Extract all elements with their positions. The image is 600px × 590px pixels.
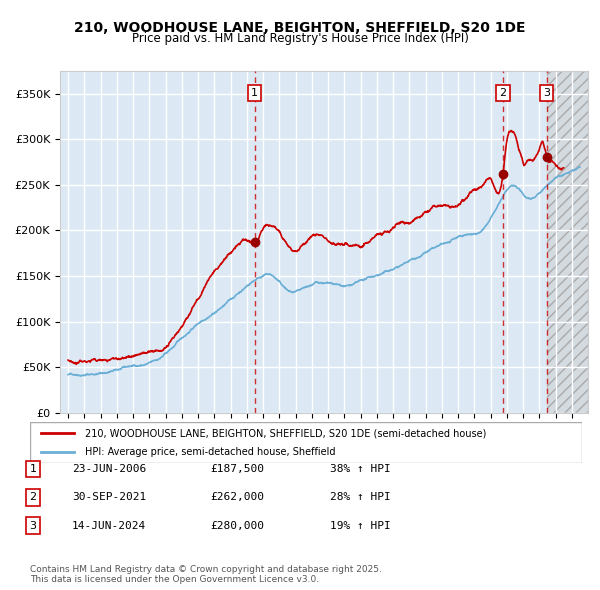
Text: 14-JUN-2024: 14-JUN-2024 (72, 521, 146, 530)
FancyBboxPatch shape (30, 422, 582, 463)
Text: 3: 3 (543, 88, 550, 98)
Text: 28% ↑ HPI: 28% ↑ HPI (330, 493, 391, 502)
Text: 210, WOODHOUSE LANE, BEIGHTON, SHEFFIELD, S20 1DE (semi-detached house): 210, WOODHOUSE LANE, BEIGHTON, SHEFFIELD… (85, 428, 487, 438)
Text: 2: 2 (499, 88, 506, 98)
Text: 2: 2 (29, 493, 37, 502)
Text: 1: 1 (29, 464, 37, 474)
Text: HPI: Average price, semi-detached house, Sheffield: HPI: Average price, semi-detached house,… (85, 447, 336, 457)
Text: £280,000: £280,000 (210, 521, 264, 530)
Text: 210, WOODHOUSE LANE, BEIGHTON, SHEFFIELD, S20 1DE: 210, WOODHOUSE LANE, BEIGHTON, SHEFFIELD… (74, 21, 526, 35)
Text: 1: 1 (251, 88, 258, 98)
Text: 30-SEP-2021: 30-SEP-2021 (72, 493, 146, 502)
Bar (547, 71, 588, 413)
Text: £262,000: £262,000 (210, 493, 264, 502)
Bar (547, 71, 588, 413)
Text: 19% ↑ HPI: 19% ↑ HPI (330, 521, 391, 530)
Text: 23-JUN-2006: 23-JUN-2006 (72, 464, 146, 474)
Text: 38% ↑ HPI: 38% ↑ HPI (330, 464, 391, 474)
Text: Price paid vs. HM Land Registry's House Price Index (HPI): Price paid vs. HM Land Registry's House … (131, 32, 469, 45)
Text: Contains HM Land Registry data © Crown copyright and database right 2025.
This d: Contains HM Land Registry data © Crown c… (30, 565, 382, 584)
Text: 3: 3 (29, 521, 37, 530)
Text: £187,500: £187,500 (210, 464, 264, 474)
